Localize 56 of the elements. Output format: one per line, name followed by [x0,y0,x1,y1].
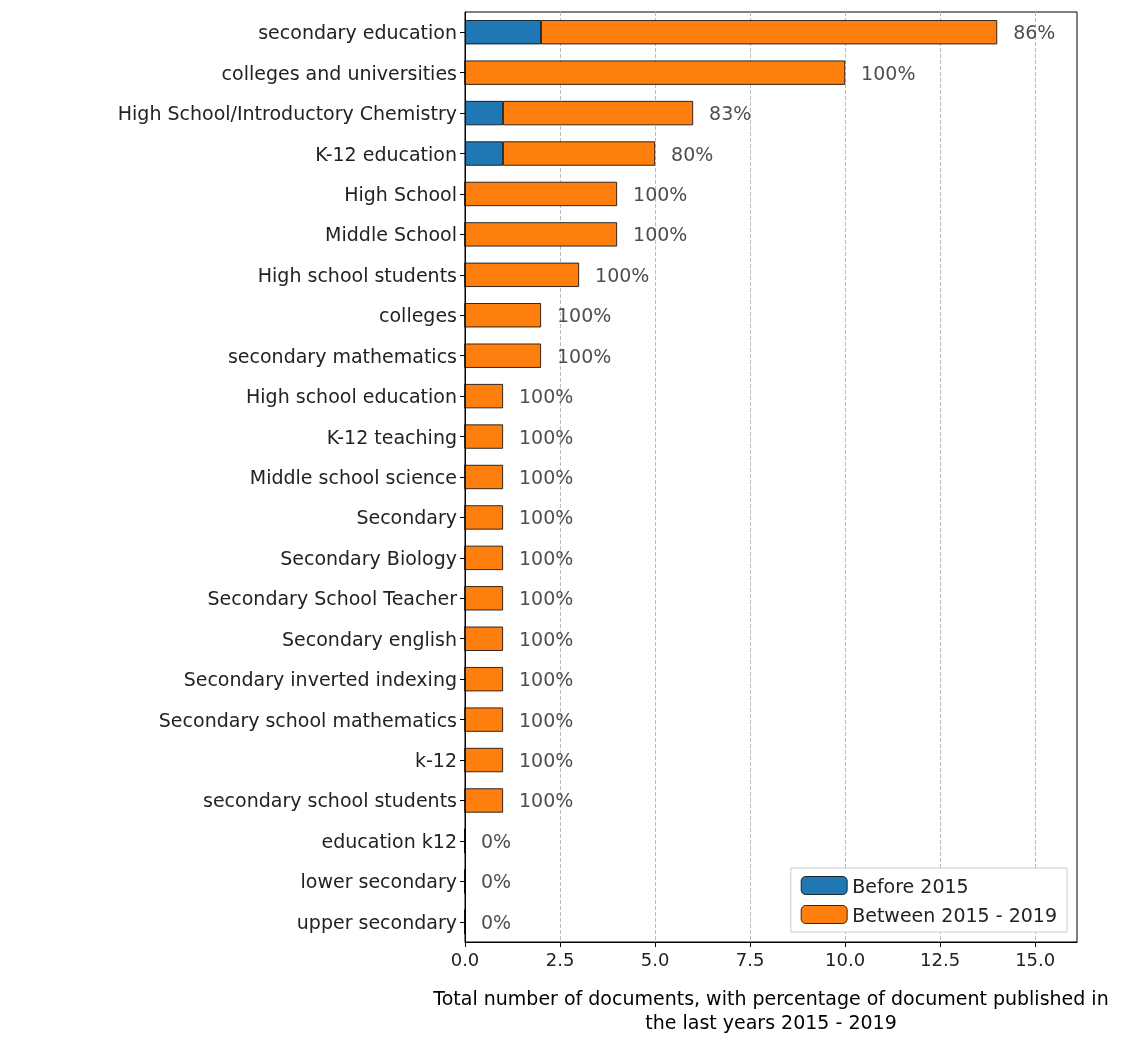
y-tick-label: k-12 [414,749,457,772]
legend-label: Before 2015 [852,874,969,897]
annotation: 100% [519,708,574,731]
annotation: 0% [481,870,512,893]
y-tick-label: High School [344,182,457,205]
annotation: 0% [481,829,512,852]
y-tick-label: colleges [379,304,457,327]
y-tick-label: Secondary Biology [280,546,457,569]
annotation: 86% [1013,21,1056,44]
annotation: 100% [557,304,612,327]
y-tick-label: Secondary english [282,627,457,650]
y-tick-label: High School/Introductory Chemistry [117,102,457,125]
annotation: 100% [633,223,688,246]
annotation: 100% [595,263,650,286]
annotation: 100% [519,425,574,448]
annotation: 100% [519,385,574,408]
y-tick-label: K-12 education [315,142,457,165]
annotation: 83% [709,102,752,125]
y-tick-label: Middle School [325,223,457,246]
annotation: 100% [633,182,688,205]
y-tick-label: Secondary inverted indexing [183,668,457,691]
x-axis-title: Total number of documents, with percentage of document published in the last years 2015 - 2019 [432,987,1109,1033]
y-tick-label: High school students [257,263,457,286]
annotation: 100% [519,627,574,650]
annotation: 80% [671,142,714,165]
y-tick-label: secondary mathematics [227,344,457,367]
x-tick-label: 5.0 [640,948,670,970]
x-tick-label: 12.5 [920,948,961,970]
annotation: 100% [861,61,916,84]
annotation: 0% [481,910,512,933]
y-tick-label: Secondary [356,506,457,529]
annotation: 100% [519,466,574,488]
y-tick-label: Middle school science [249,466,457,488]
annotation: 100% [557,344,612,367]
annotation: 100% [519,587,574,610]
y-tick-label: education k12 [321,829,457,852]
annotation: 100% [519,789,574,812]
x-tick-label: 15.0 [1015,948,1056,970]
y-tick-label: secondary education [258,21,457,44]
x-tick-label: 2.5 [545,948,575,970]
y-tick-label: Secondary school mathematics [158,708,457,731]
annotation: 100% [519,668,574,691]
y-tick-label: secondary school students [203,789,457,812]
y-tick-label: upper secondary [296,910,457,933]
y-tick-label: K-12 teaching [326,425,457,448]
y-tick-label: colleges and universities [221,61,457,84]
annotation: 100% [519,546,574,569]
x-tick-label: 7.5 [735,948,765,970]
annotation: 100% [519,749,574,772]
y-tick-label: High school education [246,385,457,408]
x-tick-label: 10.0 [825,948,866,970]
y-tick-label: lower secondary [300,870,457,893]
x-tick-label: 0.0 [450,948,480,970]
annotation: 100% [519,506,574,529]
y-tick-label: Secondary School Teacher [207,587,458,610]
legend-label: Between 2015 - 2019 [852,903,1058,926]
